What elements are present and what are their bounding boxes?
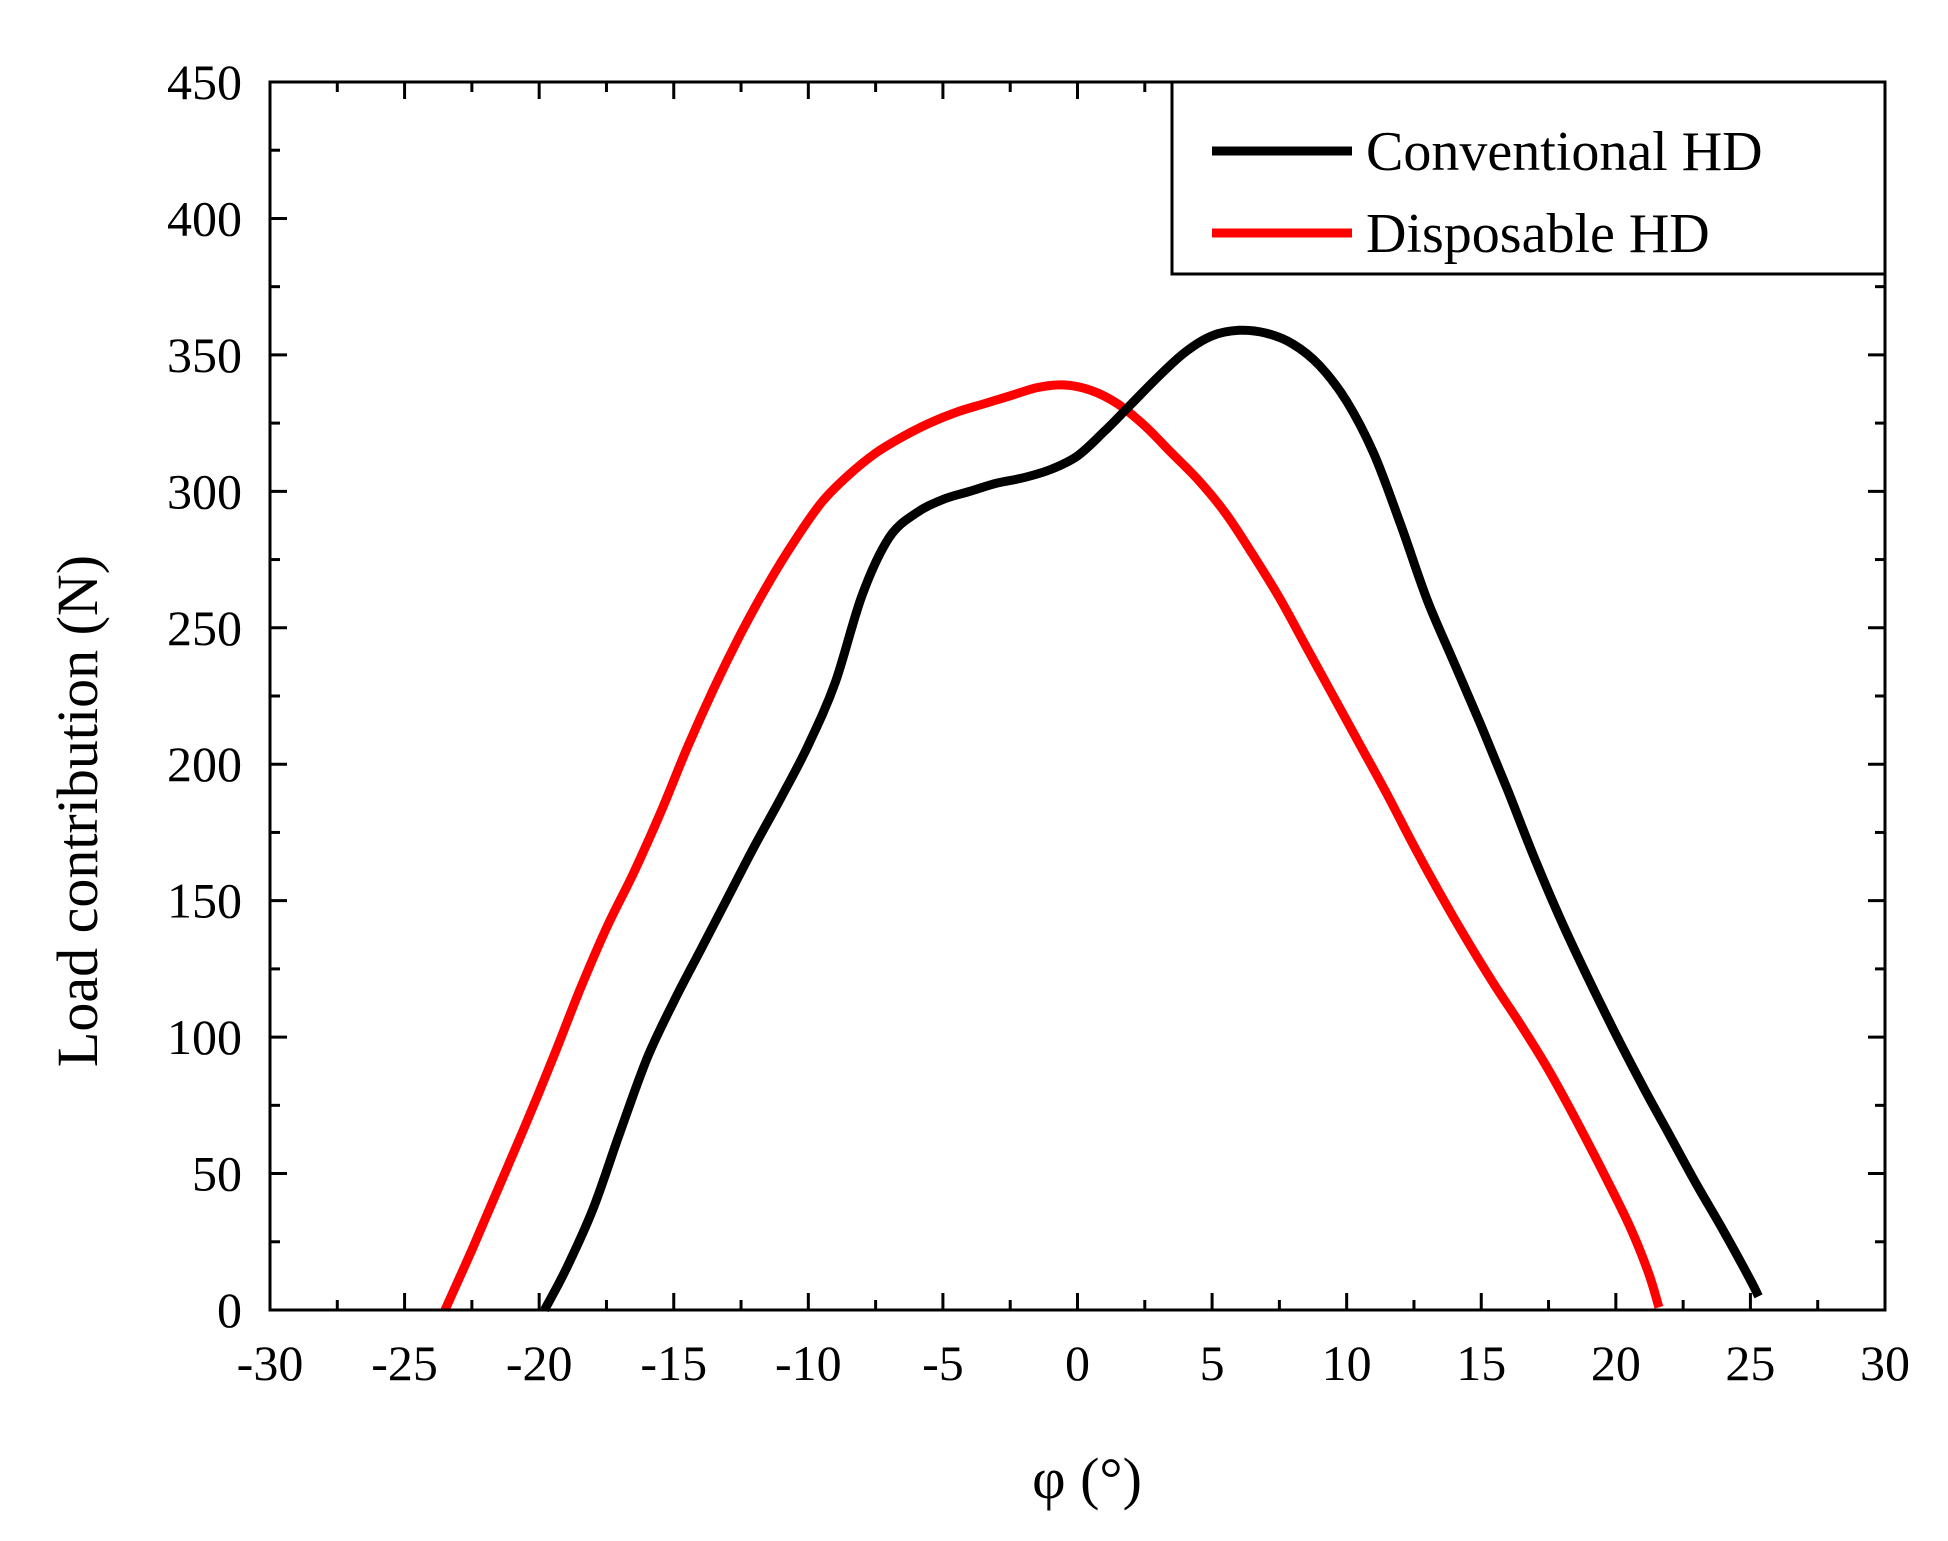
- series-line-disposable-hd: [440, 380, 1664, 1312]
- y-tick-label: 250: [167, 600, 242, 656]
- x-tick-label: -20: [506, 1335, 573, 1391]
- y-axis-title: Load contribution (N): [45, 555, 110, 1067]
- legend-label-disposable-hd: Disposable HD: [1366, 203, 1710, 265]
- x-tick-label: 5: [1200, 1335, 1225, 1391]
- x-tick-label: 25: [1725, 1335, 1775, 1391]
- x-tick-label: 10: [1322, 1335, 1372, 1391]
- legend: Conventional HD Disposable HD: [1170, 80, 1887, 276]
- y-tick-label: 350: [167, 327, 242, 383]
- y-tick-label: 450: [167, 54, 242, 110]
- chart-series: [440, 325, 1763, 1313]
- x-tick-label: 20: [1591, 1335, 1641, 1391]
- x-tick-label: 15: [1456, 1335, 1506, 1391]
- x-tick-label: -30: [237, 1335, 304, 1391]
- axis-tick-labels: -30 -25 -20 -15 -10 -5 0 5 10 15 20 25 3005010015020…: [167, 54, 1910, 1391]
- legend-label-conventional-hd: Conventional HD: [1366, 121, 1763, 183]
- y-tick-label: 0: [217, 1282, 242, 1338]
- y-tick-label: 100: [167, 1009, 242, 1065]
- x-tick-label: -10: [775, 1335, 842, 1391]
- plot-frame: [268, 80, 1887, 1312]
- x-tick-label: -15: [640, 1335, 707, 1391]
- x-tick-label: 0: [1065, 1335, 1090, 1391]
- axis-ticks: [268, 80, 1887, 1312]
- x-tick-label: 30: [1860, 1335, 1910, 1391]
- y-tick-label: 150: [167, 873, 242, 929]
- legend-box: [1170, 80, 1887, 276]
- y-tick-label: 200: [167, 736, 242, 792]
- x-tick-label: -5: [922, 1335, 964, 1391]
- series-line-conventional-hd: [540, 325, 1763, 1313]
- x-tick-label: -25: [371, 1335, 438, 1391]
- x-axis-title: φ (°): [1032, 1446, 1142, 1511]
- y-tick-label: 300: [167, 463, 242, 519]
- y-tick-label: 50: [192, 1146, 242, 1202]
- y-tick-label: 400: [167, 190, 242, 246]
